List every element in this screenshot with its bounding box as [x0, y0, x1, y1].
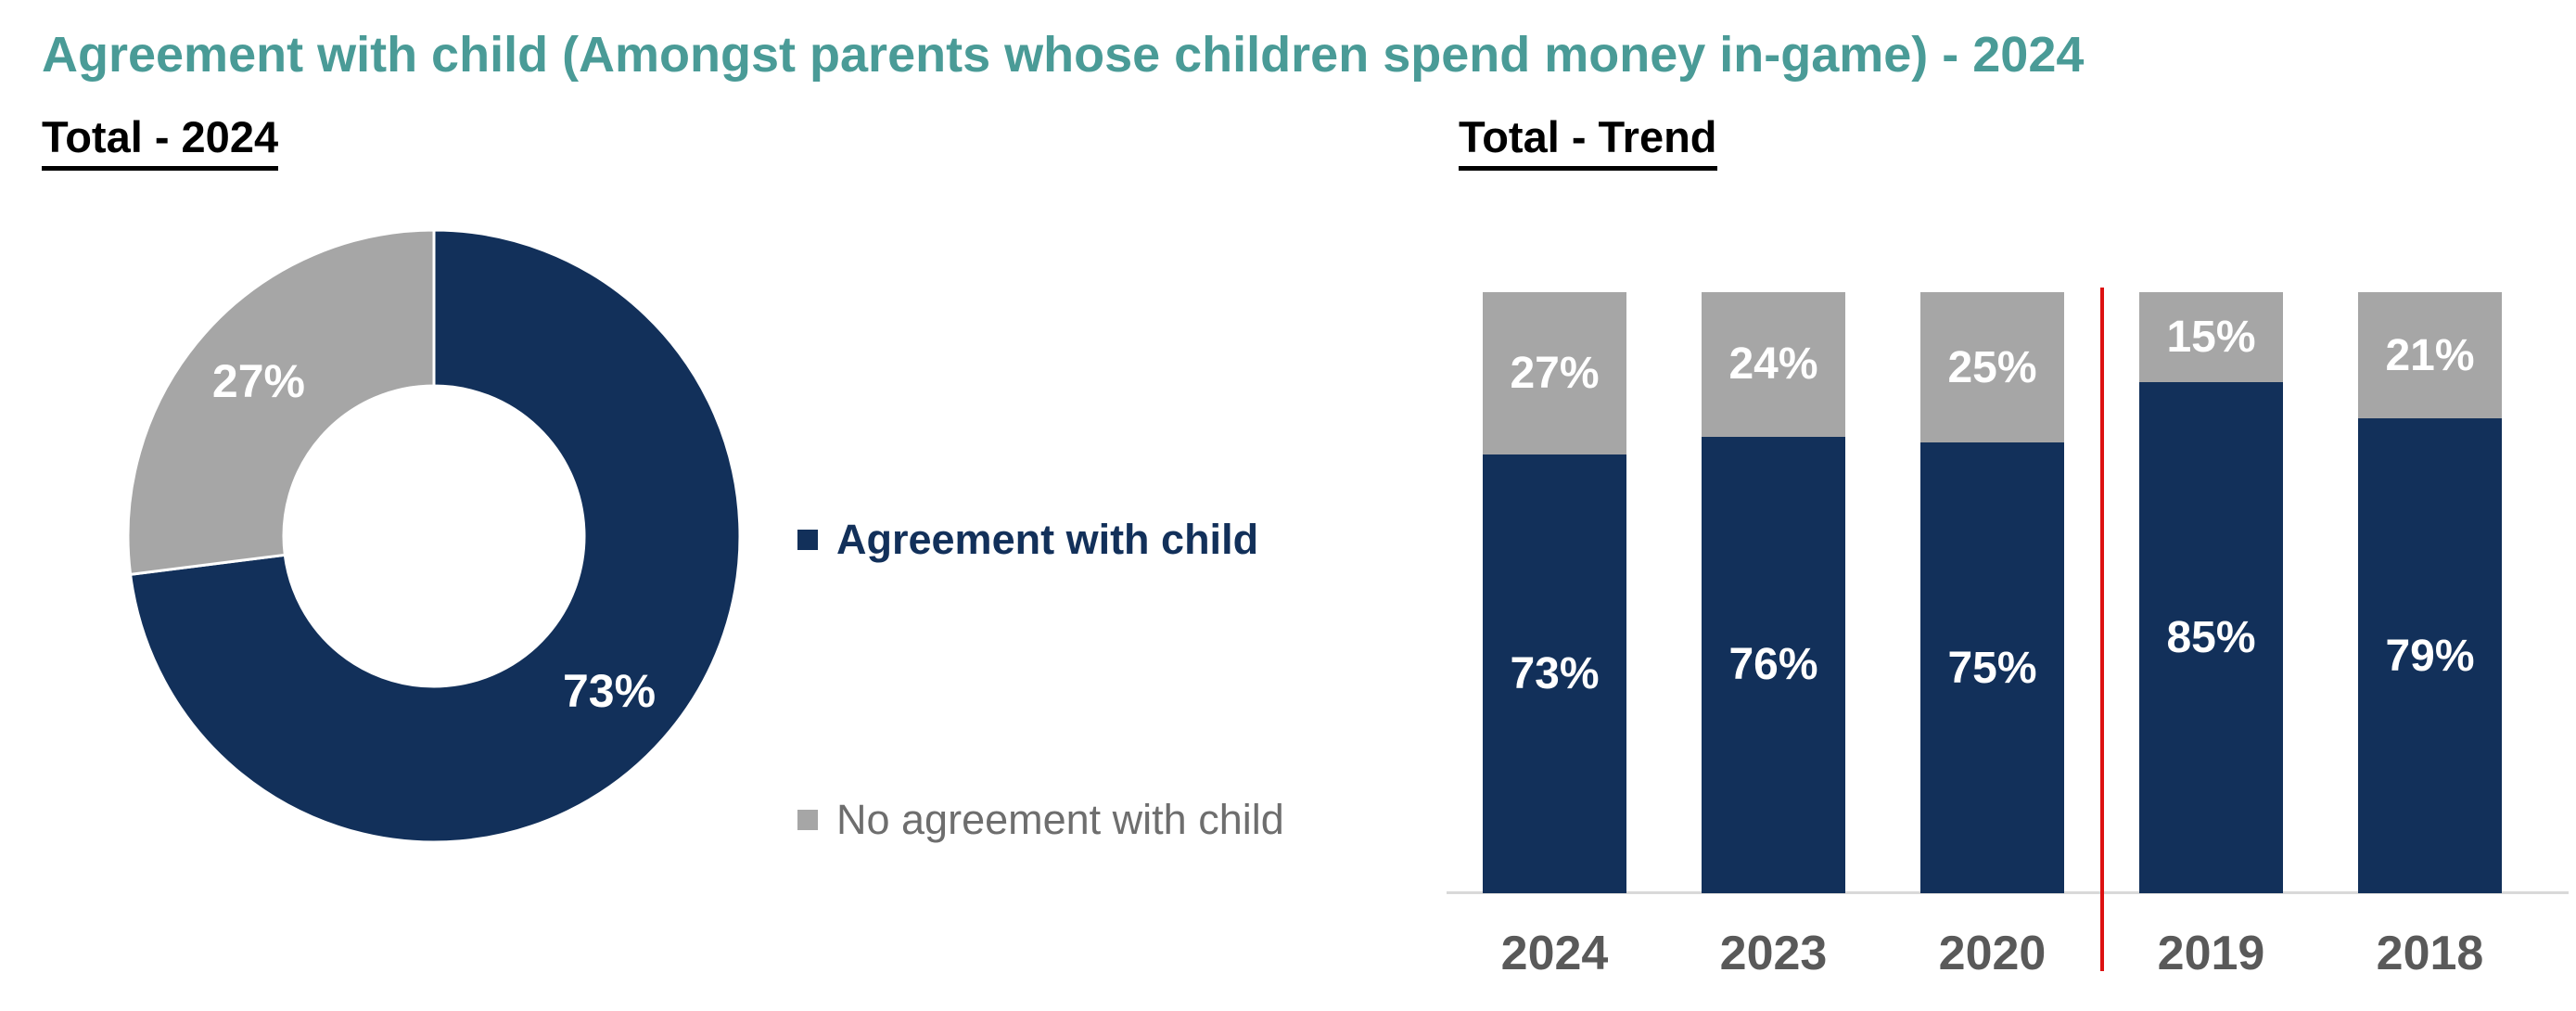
- legend-label-no-agreement: No agreement with child: [836, 796, 1284, 843]
- bar-value-label: 75%: [1947, 643, 2037, 693]
- donut-slice-no-agreement: [128, 230, 436, 577]
- legend-swatch-gray: [797, 810, 818, 830]
- category-label-2019: 2019: [2157, 927, 2265, 980]
- bar-value-label: 21%: [2385, 330, 2475, 380]
- bar-segment-no-agreement-2024: 27%: [1483, 292, 1626, 454]
- trend-break-divider-line: [2099, 288, 2104, 971]
- bar-segment-no-agreement-2020: 25%: [1920, 292, 2064, 442]
- bar-value-label: 76%: [1728, 640, 1818, 690]
- trend-bar-chart: 27% 73% 2024 24% 76% 2023 25% 75% 2020 15% 85% 2019…: [1447, 288, 2576, 1011]
- donut-chart: 73% 27%: [128, 230, 740, 842]
- legend-swatch-navy: [797, 530, 818, 550]
- bar-value-label: 27%: [1510, 348, 1600, 398]
- bar-segment-agreement-2019: 85%: [2139, 382, 2283, 893]
- legend-item-agreement: Agreement with child: [797, 516, 1258, 564]
- section-heading-total-2024: Total - 2024: [42, 111, 279, 171]
- bar-value-label: 15%: [2166, 313, 2256, 363]
- category-label-2018: 2018: [2376, 927, 2484, 980]
- page-title: Agreement with child (Amongst parents wh…: [42, 27, 2085, 83]
- bar-segment-no-agreement-2023: 24%: [1702, 292, 1845, 437]
- bar-value-label: 79%: [2385, 631, 2475, 681]
- section-heading-total-trend: Total - Trend: [1459, 111, 1717, 171]
- bar-segment-agreement-2018: 79%: [2358, 418, 2502, 893]
- donut-svg: [128, 230, 740, 842]
- bar-value-label: 85%: [2166, 613, 2256, 663]
- legend-label-agreement: Agreement with child: [836, 516, 1259, 563]
- bar-segment-no-agreement-2018: 21%: [2358, 292, 2502, 419]
- bar-value-label: 25%: [1947, 342, 2037, 392]
- donut-slice-agreement: [128, 230, 740, 842]
- bar-segment-agreement-2020: 75%: [1920, 442, 2064, 893]
- legend-item-no-agreement: No agreement with child: [797, 796, 1284, 844]
- bar-segment-agreement-2023: 76%: [1702, 436, 1845, 893]
- category-label-2020: 2020: [1938, 927, 2047, 980]
- category-label-2023: 2023: [1719, 927, 1828, 980]
- bar-segment-no-agreement-2019: 15%: [2139, 292, 2283, 383]
- donut-value-label: 27%: [211, 355, 306, 408]
- bar-segment-agreement-2024: 73%: [1483, 454, 1626, 893]
- bar-value-label: 24%: [1728, 339, 1818, 390]
- category-label-2024: 2024: [1500, 927, 1609, 980]
- donut-value-label: 73%: [562, 664, 657, 717]
- bar-value-label: 73%: [1510, 648, 1600, 698]
